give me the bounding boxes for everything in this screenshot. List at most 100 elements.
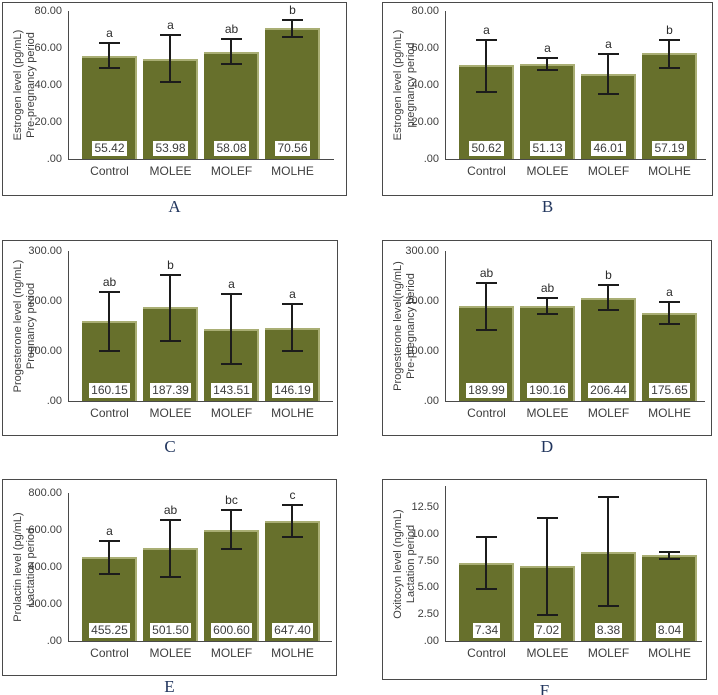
y-axis-line [68, 251, 69, 401]
error-bar-cap-bottom-molef [221, 63, 242, 66]
error-bar-cap-bottom-molef [221, 547, 242, 550]
error-bar-stem-control [485, 281, 487, 330]
bar-value-wrap-molhe: 647.40 [259, 622, 326, 638]
bar-value-wrap-molee: 51.13 [514, 140, 581, 156]
bar-value-wrap-molhe: 70.56 [259, 140, 326, 156]
error-bar-stem-molef [607, 284, 609, 310]
x-category-label-molee: MOLEE [149, 406, 192, 420]
significance-letter-molhe: b [666, 23, 673, 38]
error-bar-cap-top-control [476, 39, 497, 42]
error-bar-stem-molee [169, 273, 171, 341]
bar-value-label-control: 160.15 [89, 383, 130, 398]
error-bar-cap-top-molef [598, 284, 619, 286]
bar-value-wrap-control: 7.34 [453, 622, 520, 638]
panel-letter-F: F [539, 681, 550, 695]
error-bar-cap-top-molhe [659, 300, 680, 303]
y-tick-label: 2.50 [417, 608, 439, 620]
error-bar-cap-bottom-control [99, 572, 120, 575]
bar-value-label-molhe: 57.19 [652, 141, 687, 156]
y-tick-label: 200.00 [28, 598, 62, 610]
significance-letter-molef: bc [225, 493, 238, 508]
error-bar-stem-molee [546, 297, 548, 314]
y-tick-label: 12.50 [411, 501, 439, 513]
x-category-label-molef: MOLEF [587, 164, 630, 178]
bar-value-wrap-control: 189.99 [453, 382, 520, 398]
chart-panel-C: Progesterone level (ng/mL) Pregnancy peri… [2, 240, 338, 436]
bar-molhe [265, 521, 320, 641]
bar-value-label-molef: 600.60 [211, 623, 252, 638]
y-tick-label: 10.00 [411, 528, 439, 540]
error-bar-stem-control [108, 291, 110, 351]
bar-value-label-molee: 51.13 [530, 141, 565, 156]
x-axis-line [68, 159, 334, 160]
error-bar-stem-molhe [291, 19, 293, 38]
significance-letter-molee: ab [540, 281, 555, 295]
significance-letter-control: a [106, 26, 113, 41]
bar-value-wrap-molef: 8.38 [575, 622, 642, 638]
x-axis-line [445, 159, 706, 160]
error-bar-cap-bottom-molee [160, 81, 181, 84]
x-axis-line [445, 401, 705, 402]
significance-letter-molee: a [544, 41, 551, 56]
y-tick-label: 400.00 [28, 561, 62, 573]
bar-value-label-control: 7.34 [472, 623, 501, 638]
bar-value-wrap-control: 55.42 [76, 140, 143, 156]
y-tick-label: 60.00 [411, 42, 439, 54]
bar-value-label-molhe: 175.65 [649, 383, 690, 398]
x-category-label-control: Control [90, 164, 129, 178]
bar-value-label-control: 189.99 [466, 383, 507, 398]
x-category-label-molee: MOLEE [149, 646, 192, 660]
error-bar-cap-bottom-molee [537, 312, 558, 315]
significance-letter-molee: a [167, 18, 174, 33]
error-bar-cap-top-molee [160, 273, 181, 276]
significance-letter-molef: a [605, 36, 612, 51]
x-category-label-molef: MOLEF [210, 406, 253, 420]
bar-value-wrap-molef: 46.01 [575, 140, 642, 156]
error-bar-cap-bottom-molhe [659, 66, 680, 69]
y-axis-line [445, 251, 446, 401]
chart-panel-B: Estrogen level (pg/mL) pregnancy period 80… [382, 2, 713, 196]
chart-panel-E: Prolactin level (pg/mL) Lactation period 8… [2, 479, 337, 676]
error-bar-stem-molef [230, 292, 232, 364]
bar-molhe [265, 28, 320, 159]
error-bar-cap-bottom-molee [160, 576, 181, 579]
error-bar-cap-bottom-control [476, 91, 497, 94]
error-bar-cap-top-molhe [282, 504, 303, 507]
significance-letter-molee: b [167, 257, 174, 272]
error-bar-cap-bottom-molhe [282, 350, 303, 352]
bar-value-wrap-molee: 53.98 [137, 140, 204, 156]
y-tick-label: 200.00 [405, 295, 439, 307]
y-axis-line [68, 493, 69, 641]
significance-letter-molhe: a [666, 284, 673, 299]
y-axis-title-line2: Pre-pregnancy period [405, 273, 417, 379]
x-category-label-control: Control [90, 406, 129, 420]
bar-value-wrap-molef: 143.51 [198, 382, 265, 398]
x-category-label-control: Control [467, 164, 506, 178]
error-bar-stem-molee [546, 57, 548, 70]
x-category-label-molef: MOLEF [210, 164, 253, 178]
bar-value-wrap-control: 160.15 [76, 382, 143, 398]
y-tick-label: .00 [46, 153, 62, 165]
y-axis-title-line2: Pregnancy period [25, 282, 37, 370]
error-bar-cap-bottom-control [476, 328, 497, 331]
error-bar-cap-top-molef [598, 496, 619, 499]
significance-letter-molhe: c [289, 488, 296, 503]
x-category-label-control: Control [90, 646, 129, 660]
y-tick-label: 800.00 [28, 487, 62, 499]
y-tick-label: 100.00 [28, 345, 62, 357]
bar-value-label-control: 55.42 [92, 141, 127, 156]
error-bar-cap-top-control [99, 42, 120, 45]
error-bar-stem-molhe [291, 303, 293, 351]
error-bar-stem-molef [230, 37, 232, 65]
panel-letter-C: C [164, 437, 176, 456]
x-category-label-molee: MOLEE [149, 164, 192, 178]
error-bar-stem-molef [230, 509, 232, 549]
bar-value-wrap-molhe: 175.65 [636, 382, 703, 398]
bar-value-wrap-molef: 206.44 [575, 382, 642, 398]
error-bar-cap-bottom-molef [598, 93, 619, 96]
y-tick-label: 7.50 [417, 555, 439, 567]
bar-value-label-molhe: 146.19 [272, 383, 313, 398]
error-bar-cap-top-molhe [659, 550, 680, 553]
error-bar-stem-control [485, 535, 487, 589]
